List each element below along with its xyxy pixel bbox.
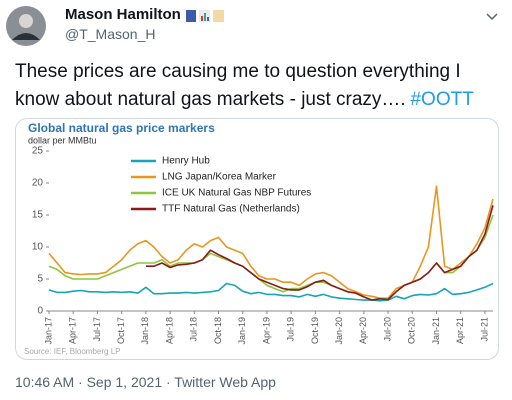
tweet-text: These prices are causing me to question … xyxy=(15,58,505,114)
hashtag[interactable]: #OOTT xyxy=(410,89,474,110)
emoji-icons xyxy=(186,10,224,22)
x-tick-label: Oct-17 xyxy=(116,317,126,344)
series-line xyxy=(48,282,494,302)
x-tick-label: Jan-20 xyxy=(334,317,344,345)
x-tick-label: Apr-19 xyxy=(261,317,271,344)
source-note: Source: IEF, Bloomberg LP xyxy=(24,347,121,356)
x-tick-label: Jan-21 xyxy=(431,317,441,345)
legend-label: ICE UK Natural Gas NBP Futures xyxy=(162,188,311,199)
x-tick-label: Jan-18 xyxy=(140,317,150,345)
x-tick-label: Jul-18 xyxy=(189,317,199,342)
legend-label: Henry Hub xyxy=(162,156,210,167)
series-line xyxy=(48,214,494,301)
x-tick-label: Oct-19 xyxy=(310,317,320,344)
x-tick-label: Apr-17 xyxy=(68,317,78,344)
tweet-body: These prices are causing me to question … xyxy=(15,61,461,110)
x-tick-label: Jul-19 xyxy=(286,317,296,342)
x-tick-label: Apr-20 xyxy=(358,317,368,344)
x-tick-label: Jul-17 xyxy=(92,317,102,342)
chart: Global natural gas price markers dollar … xyxy=(15,118,499,360)
x-tick-label: Jan-19 xyxy=(237,317,247,345)
x-tick-label: Jul-21 xyxy=(479,317,489,342)
avatar[interactable] xyxy=(4,4,48,48)
y-tick-label: 20 xyxy=(32,178,44,189)
user-name[interactable]: Mason Hamilton xyxy=(65,6,181,23)
y-tick-label: 5 xyxy=(37,274,43,285)
x-tick-label: Jan-17 xyxy=(43,317,53,345)
x-tick-label: Apr-21 xyxy=(455,317,465,344)
y-tick-label: 25 xyxy=(32,146,44,157)
x-tick-label: Apr-18 xyxy=(164,317,174,344)
chart-title: Global natural gas price markers xyxy=(28,121,215,135)
y-tick-label: 0 xyxy=(37,306,43,317)
timestamp[interactable]: 10:46 AM · Sep 1, 2021 · Twitter Web App xyxy=(15,374,276,390)
user-handle[interactable]: @T_Mason_H xyxy=(65,26,156,42)
y-tick-label: 10 xyxy=(32,242,44,253)
y-tick-label: 15 xyxy=(32,210,44,221)
legend-label: LNG Japan/Korea Marker xyxy=(162,172,277,183)
series-line xyxy=(145,205,494,301)
x-tick-label: Oct-18 xyxy=(213,317,223,344)
y-axis-label: dollar per MMBtu xyxy=(28,135,97,145)
legend-label: TTF Natural Gas (Netherlands) xyxy=(162,204,300,215)
x-tick-label: Oct-20 xyxy=(407,317,417,344)
series-line xyxy=(48,185,494,299)
x-tick-label: Jul-20 xyxy=(382,317,392,342)
more-menu[interactable] xyxy=(482,8,502,24)
